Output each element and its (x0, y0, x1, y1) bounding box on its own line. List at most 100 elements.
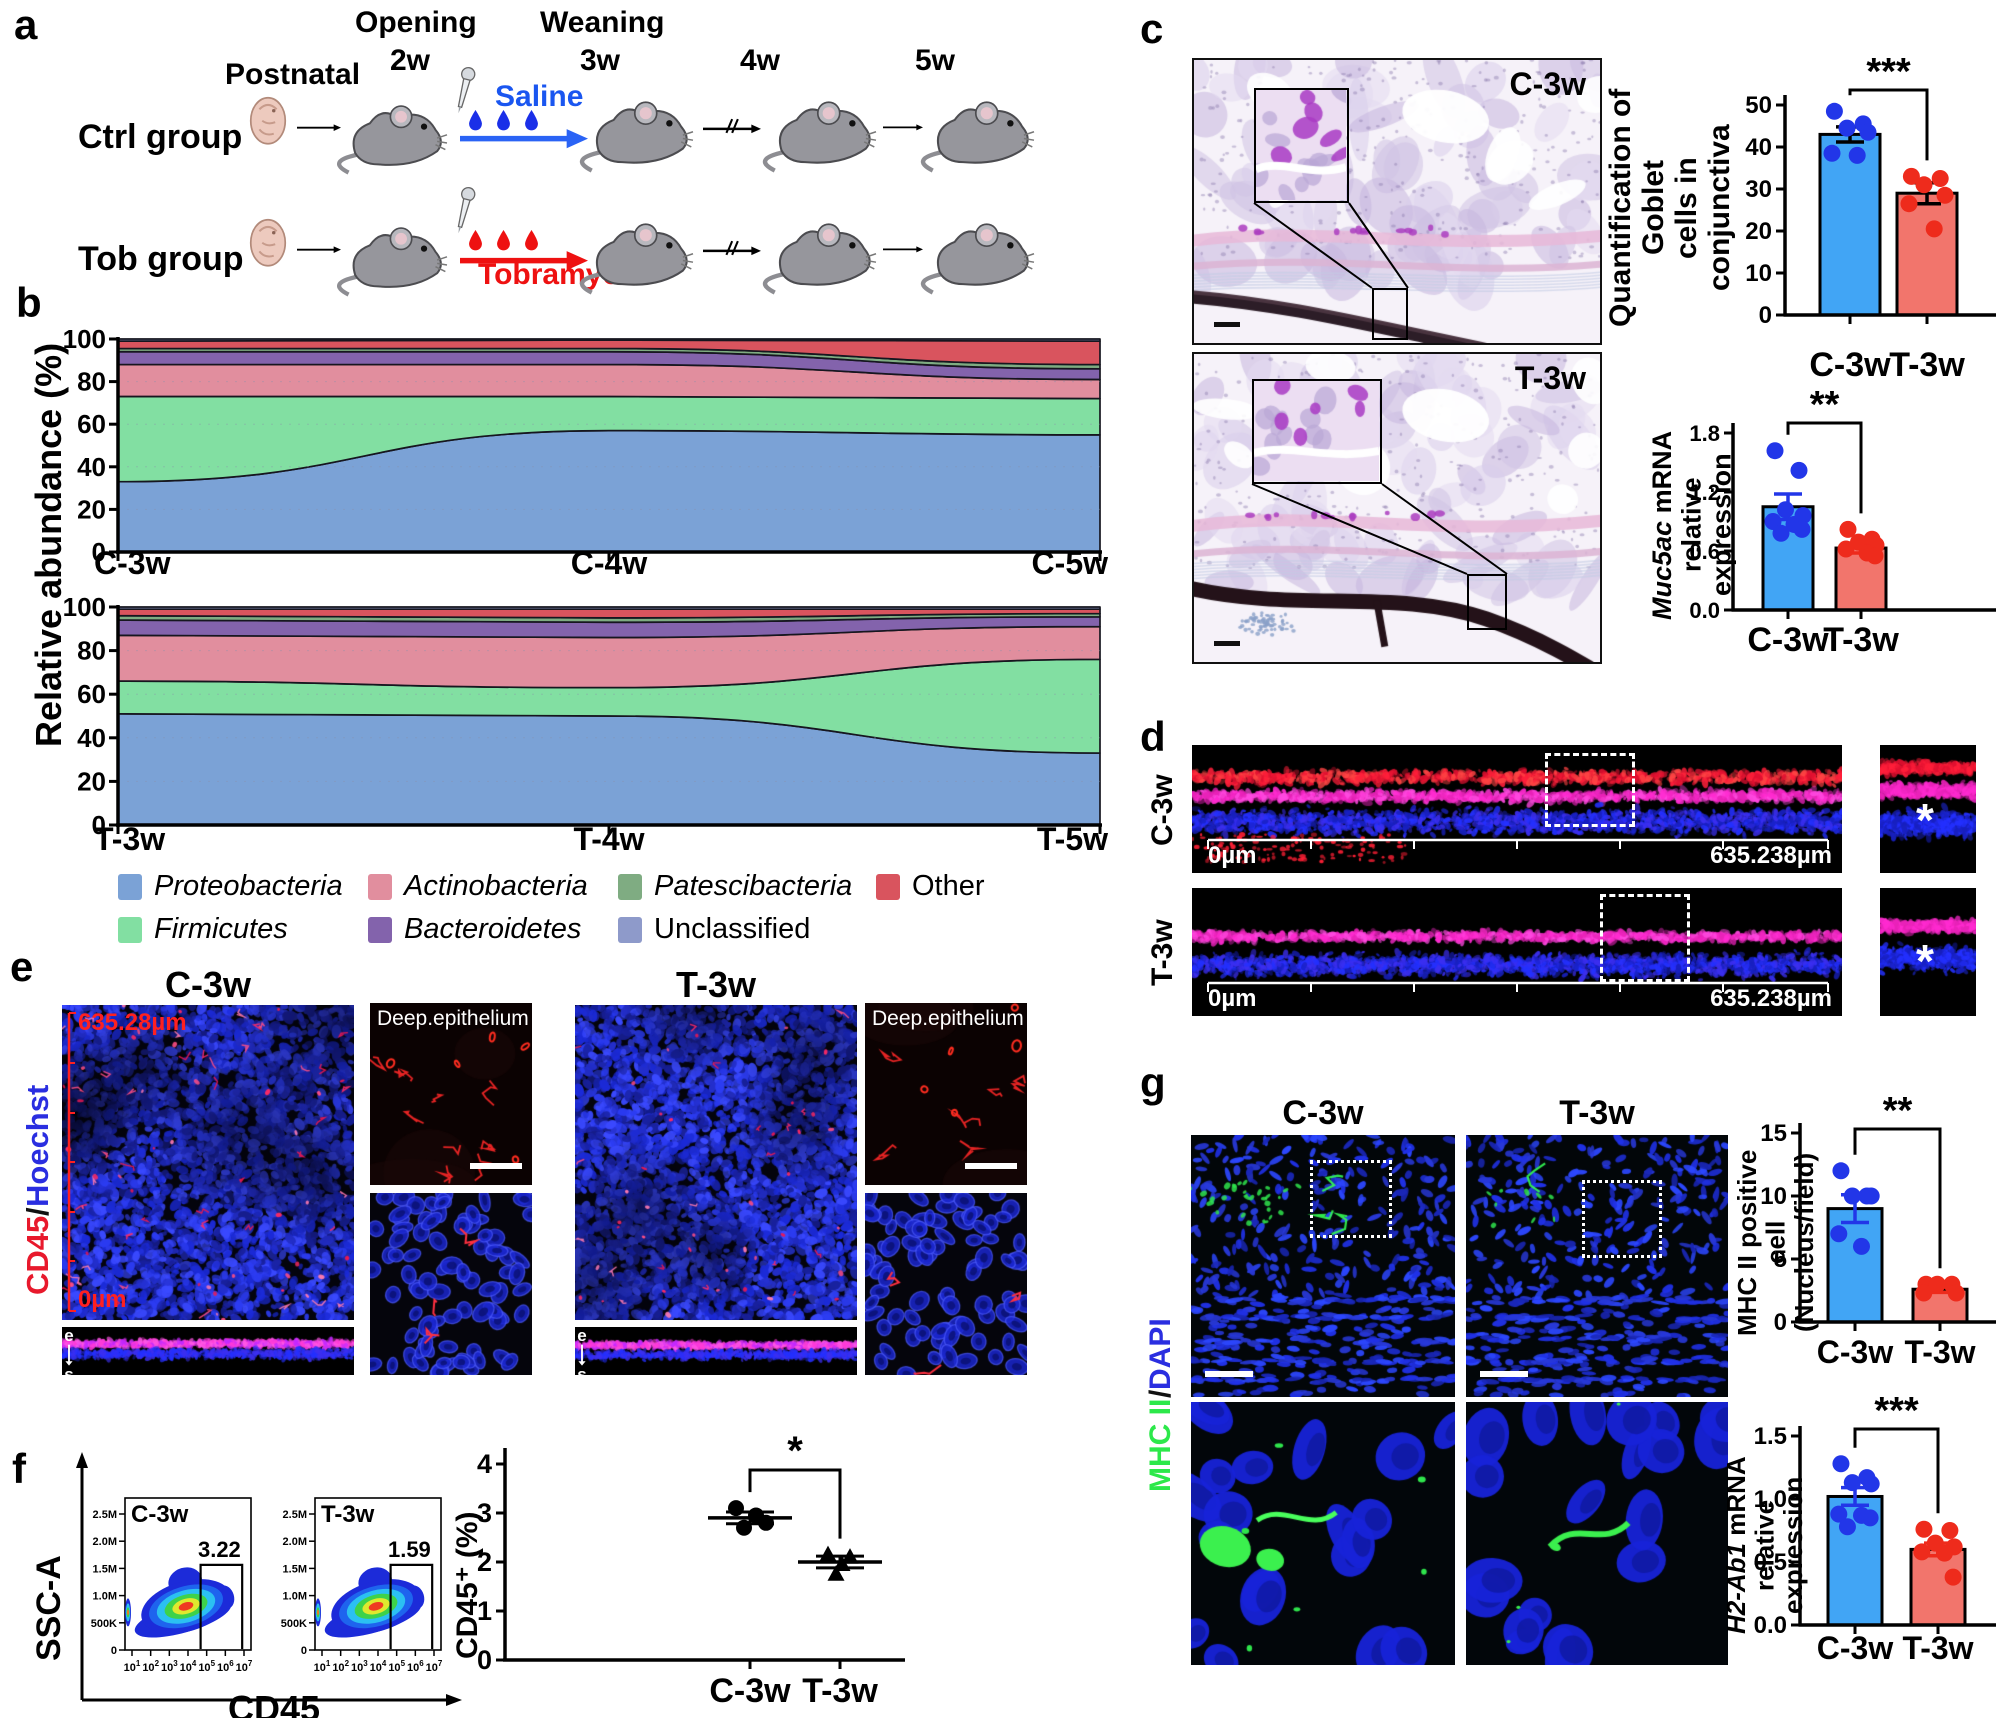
svg-text:0.6: 0.6 (1689, 539, 1720, 564)
mhc2-image-c3w (1191, 1135, 1455, 1397)
saline-label: Saline (495, 80, 584, 113)
epithelium-stroma-axis: e s (1846, 748, 1862, 866)
mhc2-label: MHC II (1144, 1398, 1177, 1492)
svg-text:100: 100 (63, 324, 106, 354)
mouse-icon (762, 98, 877, 176)
weaning-week-label: 3w (579, 44, 621, 77)
svg-text:102: 102 (142, 1659, 159, 1674)
histology-image-t3w: T-3w (1192, 352, 1602, 664)
svg-text:T-5w: T-5w (1037, 821, 1108, 857)
cross-section-c3w: e s (62, 1326, 354, 1383)
panel-letter-a: a (14, 1, 38, 48)
svg-text:40: 40 (77, 723, 106, 753)
abundance-chart-ctrl: 0 20 40 60 80 100 C-3w C-4w C-5w (63, 324, 1109, 581)
scale-bar (965, 1163, 1017, 1169)
arrow-icon (297, 246, 341, 253)
legend-label: Firmicutes (154, 913, 288, 945)
svg-text:4: 4 (477, 1449, 492, 1479)
svg-text:105: 105 (388, 1659, 405, 1674)
svg-text:103: 103 (351, 1659, 368, 1674)
svg-text:1.5: 1.5 (1754, 1423, 1787, 1450)
legend-item: Unclassified (618, 913, 876, 946)
svg-text:2.0M: 2.0M (283, 1536, 307, 1548)
hoechst-label: Hoechst (20, 1084, 55, 1208)
mhc2-chart: 0 5 10 15 C-3w T-3w ** (1760, 1090, 1996, 1370)
drop-icon (524, 110, 539, 131)
deep-epithelium-label: Deep.epithelium (377, 1007, 529, 1030)
mhc2-zoom-c3w (1191, 1402, 1455, 1665)
svg-text:0: 0 (111, 1645, 117, 1657)
timeline-break-icon (723, 118, 739, 134)
epithelium-cells-c3w (370, 1193, 532, 1375)
mouse-icon (337, 102, 448, 177)
svg-text:1.5M: 1.5M (283, 1563, 307, 1575)
panel-letter-g: g (1140, 1059, 1166, 1106)
svg-text:1.0M: 1.0M (93, 1591, 117, 1603)
asterisk-label: * (1916, 794, 1934, 846)
separator: / (1144, 1390, 1177, 1399)
legend-item: Firmicutes (118, 913, 368, 946)
mouse-icon (337, 224, 448, 299)
svg-text:C-4w: C-4w (571, 545, 648, 581)
wholemount-image-c3w: 635.28µm 0µm (62, 1005, 354, 1320)
svg-text:T-3w: T-3w (94, 821, 165, 857)
asterisk-label: * (1916, 935, 1934, 987)
svg-text:1.2: 1.2 (1689, 480, 1720, 505)
stroma-label: s (1846, 838, 1862, 868)
svg-text:103: 103 (161, 1659, 178, 1674)
mouse-icon (920, 220, 1035, 298)
svg-text:102: 102 (332, 1659, 349, 1674)
deep-epithelium-t3w: Deep.epithelium (865, 1003, 1027, 1185)
mouse-icon (762, 220, 877, 298)
week5-label: 5w (914, 44, 956, 77)
svg-text:**: ** (1883, 1090, 1913, 1132)
legend-item: Proteobacteria (118, 870, 368, 903)
svg-text:500K: 500K (281, 1618, 307, 1630)
scale-start-label: 0µm (1208, 985, 1257, 1012)
legend-item: Bacteroidetes (368, 913, 618, 946)
svg-text:C-3w: C-3w (1817, 1334, 1894, 1370)
highlight-box (1310, 1160, 1392, 1238)
epithelium-label: e (64, 1326, 74, 1345)
dropper-icon (446, 64, 481, 118)
svg-text:1: 1 (477, 1596, 492, 1626)
svg-text:T-3w: T-3w (802, 1672, 878, 1710)
epithelium-label: e (1846, 746, 1862, 776)
epithelium-stroma-axis: e s (1846, 891, 1862, 1009)
svg-text:15: 15 (1760, 1120, 1787, 1147)
svg-text:0: 0 (301, 1645, 307, 1657)
newborn-mouse-icon (245, 92, 291, 150)
image-label: T-3w (1514, 360, 1586, 396)
legend-swatch (368, 916, 392, 943)
legend-label: Bacteroidetes (404, 913, 582, 945)
depth-ruler (67, 1012, 76, 1312)
scale-bar (470, 1163, 522, 1169)
abundance-legend: Proteobacteria Actinobacteria Patescibacte… (118, 870, 1026, 946)
inset-source-box (1372, 288, 1408, 340)
stroma-label: s (64, 1365, 74, 1384)
mouse-icon (579, 220, 694, 298)
cross-section-t3w: e s (575, 1327, 857, 1383)
confocal-canvas (1192, 745, 1842, 873)
svg-text:1.0M: 1.0M (283, 1591, 307, 1603)
svg-text:1.8: 1.8 (1689, 421, 1720, 446)
drop-icon (496, 230, 511, 251)
confocal-section-c3w: 0µm 635.238µm (1192, 745, 1842, 873)
scale-bar (1214, 641, 1240, 646)
legend-swatch (618, 873, 642, 900)
svg-text:50: 50 (1745, 92, 1772, 119)
mhc2-zoom-canvas (1466, 1402, 1728, 1665)
down-arrow-icon (1846, 774, 1862, 840)
epithelium-stroma-axis: e s (577, 1327, 587, 1383)
highlight-box (1545, 753, 1635, 827)
e-title-c3w: C-3w (164, 964, 251, 1005)
opening-week-label: 2w (389, 44, 431, 77)
histology-inset-t3w (1252, 379, 1382, 484)
cd45-label: CD45 (20, 1215, 55, 1296)
weaning-label: Weaning (540, 6, 665, 39)
legend-swatch (368, 873, 392, 900)
svg-text:C-5w: C-5w (1032, 545, 1109, 581)
svg-text:0: 0 (1774, 1309, 1787, 1336)
svg-text:20: 20 (1745, 218, 1772, 245)
